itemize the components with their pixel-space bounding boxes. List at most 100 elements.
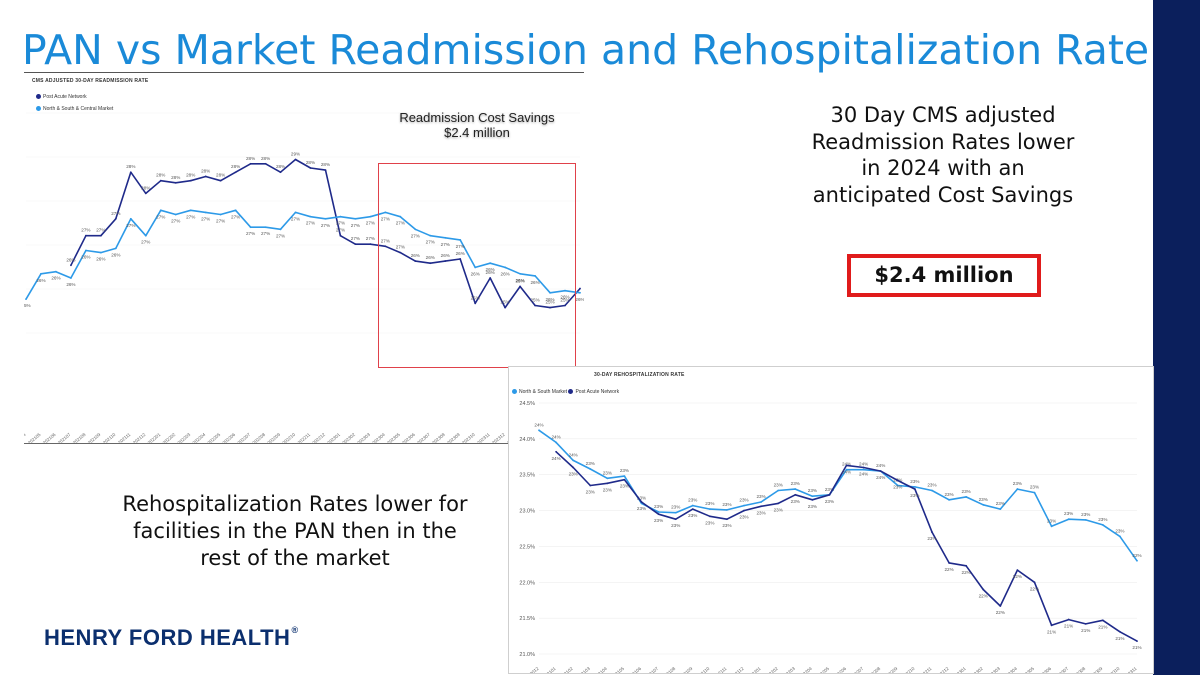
data-label: 25% [545,300,554,305]
data-point [534,304,536,307]
data-point [691,504,694,507]
data-label: 22% [996,610,1005,615]
data-label: 28% [141,185,150,190]
data-label: 22% [962,570,971,575]
data-label: 25% [516,278,525,283]
data-point [896,479,899,482]
legend-dot-icon [36,106,41,112]
x-tick-label: 202303 [986,666,1001,673]
data-label: 23% [654,518,663,523]
data-point [589,484,592,487]
x-tick-label: 202204 [798,666,813,673]
data-point [339,234,342,237]
data-label: 23% [757,494,766,499]
data-label: 23% [654,504,663,509]
x-tick-label: 202112 [730,666,745,673]
data-label: 28% [261,156,270,161]
data-label: 23% [705,520,714,525]
x-tick-label: 202206 [222,432,237,443]
data-point [777,489,780,492]
data-label: 23% [1098,517,1107,522]
x-tick-label: 202309 [446,432,461,443]
data-point [70,264,72,267]
data-point [519,272,522,275]
x-tick-label: 202301 [952,666,967,673]
y-tick-label: 22.0% [519,580,535,586]
data-point [811,498,814,501]
x-tick-label: 202310 [461,432,476,443]
data-point [339,215,342,218]
x-tick-label: 202210 [901,666,916,673]
data-label: 23% [722,502,731,507]
data-point [1101,524,1104,526]
right-sidebar-band [1153,0,1200,675]
data-label: 27% [261,231,270,236]
data-point [99,234,102,237]
data-point [1084,518,1087,521]
data-label: 28% [276,164,285,169]
data-label: 23% [825,487,834,492]
data-point [811,495,814,498]
data-label: 23% [825,499,834,504]
data-point [913,486,916,488]
x-tick-label: 202310 [1106,666,1121,673]
data-point [1084,622,1087,625]
data-point [896,484,899,487]
data-point [708,515,711,518]
data-label: 27% [81,228,90,233]
data-point [948,562,950,564]
data-point [1067,618,1070,621]
data-label: 26% [96,257,105,262]
x-tick-label: 202107 [645,666,660,673]
data-point [564,304,566,307]
readmission-cost-savings-callout: Readmission Cost Savings $2.4 million [378,110,576,140]
x-tick-label: 202012 [525,666,540,673]
data-point [845,468,848,471]
data-label: 27% [111,211,120,216]
x-tick-label: 202203 [781,666,796,673]
data-point [862,468,865,471]
data-point [640,501,643,503]
x-tick-label: 202308 [1072,666,1087,673]
data-point [204,211,207,214]
data-label: 23% [688,513,697,518]
data-label: 28% [156,173,165,178]
data-label: 23% [927,482,936,487]
data-point [129,171,132,174]
data-point [657,513,660,516]
x-tick-label: 202107 [57,432,72,443]
data-label: 25% [560,298,569,303]
data-label: 24% [569,452,578,457]
data-point [1016,488,1019,490]
data-label: 27% [321,223,330,228]
data-label: 26% [575,297,584,302]
data-point [931,489,933,492]
data-point [159,209,162,212]
data-point [354,217,357,220]
y-tick-label: 23.0% [519,509,535,515]
data-point [309,215,312,218]
data-label: 23% [586,489,595,494]
data-label: 28% [231,164,240,169]
data-point [726,518,728,521]
data-label: 27% [336,228,345,233]
data-point [691,508,694,511]
data-point [760,505,763,508]
x-tick-label: 202203 [177,432,192,443]
x-tick-label: 202302 [341,432,356,443]
data-point [399,251,402,254]
x-tick-label: 202108 [662,666,677,673]
rehospitalization-chart-svg: 24.5% 24.0% 23.5% 23.0% 22.5% 22.0% 21.5% 21.0%… [519,401,1141,673]
data-label: 23% [996,501,1005,506]
data-label: 25% [501,300,510,305]
data-label: 23% [671,505,680,510]
data-label: 23% [808,504,817,509]
data-point [982,503,985,506]
data-label: 21% [1115,636,1124,641]
readmission-chart-title: CMS ADJUSTED 30-DAY READMISSION RATE [32,78,149,84]
x-tick-label: 202209 [266,432,281,443]
data-label: 23% [1030,485,1039,490]
data-label: 26% [486,267,495,272]
data-label: 23% [637,506,646,511]
data-point [444,260,447,262]
